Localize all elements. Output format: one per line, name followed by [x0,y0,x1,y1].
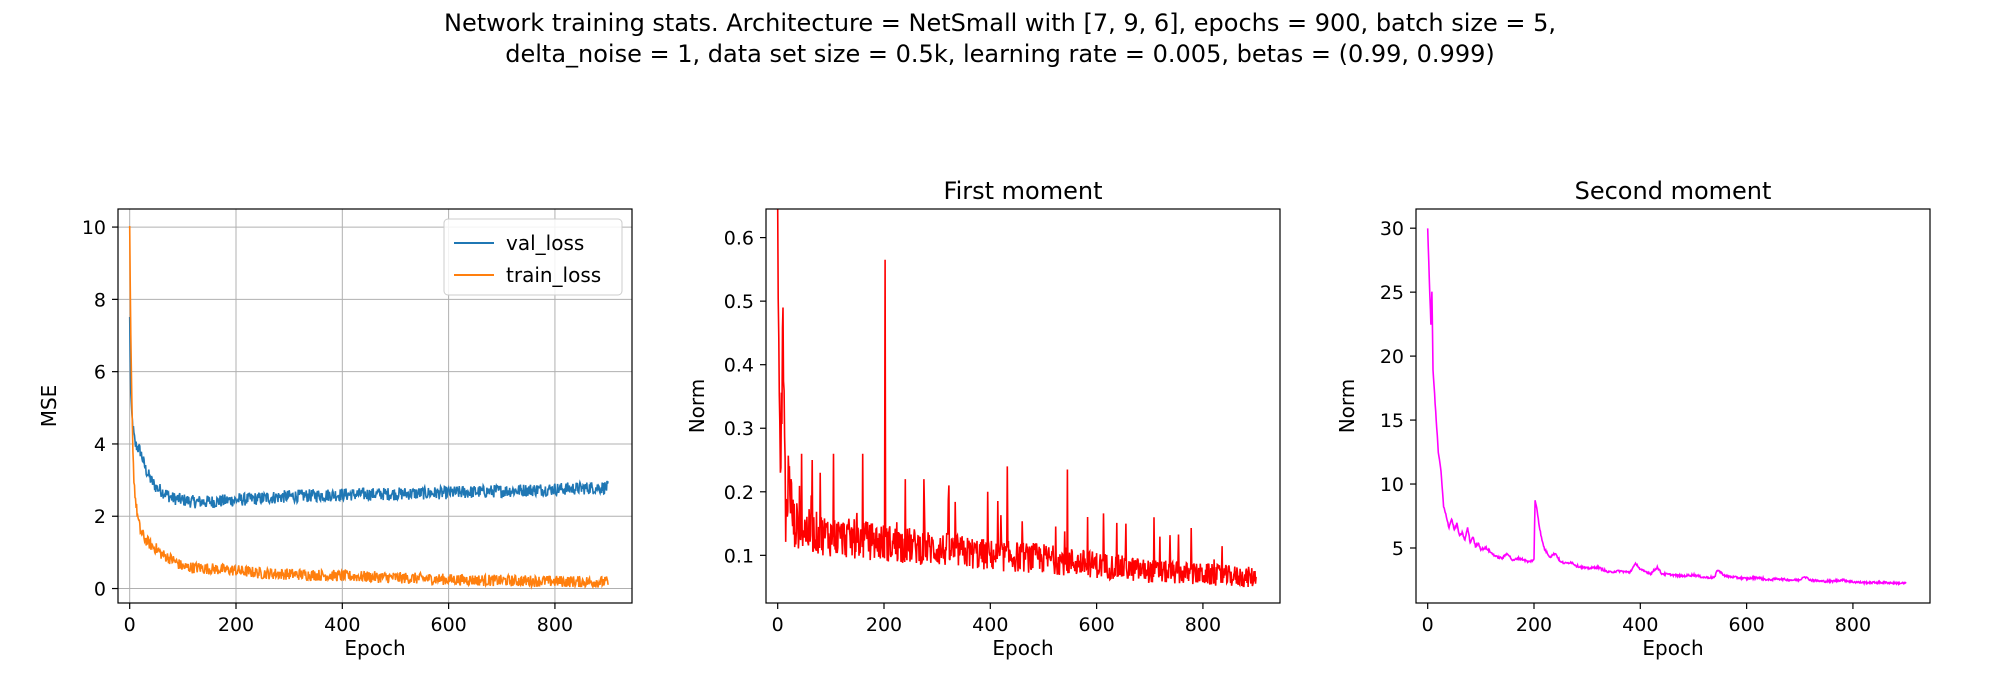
legend: val_loss train_loss [443,218,623,296]
y-tick-label: 0.6 [724,228,754,250]
series-line-train_loss [128,225,609,590]
y-tick-label: 0.2 [724,482,754,504]
y-tick-label: 0.5 [724,291,754,313]
x-tick-label: 600 [1078,614,1114,636]
x-tick-label: 200 [1516,614,1552,636]
y-tick-label: 15 [1380,410,1404,432]
y-tick-label: 2 [94,506,106,528]
series-line-val_loss [128,316,609,509]
x-tick-label: 600 [430,614,466,636]
y-tick-label: 0 [94,579,106,601]
chart-panel-3: 0 200 400 600 800 5 10 15 20 25 30 Epoch Norm Second … [1335,177,1931,660]
x-axis-label: Epoch [344,636,405,660]
chart-title: First moment [944,177,1103,205]
x-tick-label: 0 [1422,614,1434,636]
x-tick-label: 0 [124,614,136,636]
x-tick-label: 800 [1185,614,1221,636]
y-axis-label: MSE [37,385,61,428]
x-axis-label: Epoch [992,636,1053,660]
y-tick-label: 0.3 [724,418,754,440]
y-tick-label: 0.4 [724,355,754,377]
x-tick-label: 600 [1728,614,1764,636]
chart-panel-1: 0 200 400 600 800 0 2 4 6 8 10 Epoch MSE val_losstrai… [37,208,633,660]
y-tick-label: 4 [94,434,106,456]
y-axis-label: Norm [1335,379,1359,434]
y-tick-label: 30 [1380,218,1404,240]
x-tick-label: 200 [218,614,254,636]
x-tick-label: 0 [772,614,784,636]
suptitle-line-1: Network training stats. Architecture = N… [443,9,1556,37]
chart-title: Second moment [1575,177,1772,205]
x-tick-label: 800 [1835,614,1871,636]
legend-label: train_loss [506,263,601,287]
axes-frame [765,208,1281,604]
x-tick-label: 400 [1622,614,1658,636]
chart-panel-2: 0 200 400 600 800 0.1 0.2 0.3 0.4 0.5 0.6 Epoch Norm… [685,177,1281,660]
x-tick-label: 400 [324,614,360,636]
series-line-series-1 [1426,228,1907,587]
figure-suptitle: Network training stats. Architecture = N… [0,8,2000,70]
x-axis-label: Epoch [1642,636,1703,660]
suptitle-line-2: delta_noise = 1, data set size = 0.5k, l… [505,40,1495,68]
x-tick-label: 200 [866,614,902,636]
y-tick-label: 10 [82,217,106,239]
x-tick-label: 400 [972,614,1008,636]
y-tick-label: 10 [1380,474,1404,496]
y-tick-label: 8 [94,289,106,311]
y-tick-label: 6 [94,362,106,384]
y-axis-label: Norm [685,379,709,434]
y-tick-label: 5 [1392,538,1404,560]
axes-frame [117,208,633,604]
x-tick-label: 800 [537,614,573,636]
y-tick-label: 0.1 [724,545,754,567]
axes-frame [1415,208,1931,604]
legend-label: val_loss [506,231,584,255]
series-line-series-1 [776,209,1257,588]
y-tick-label: 25 [1380,282,1404,304]
y-tick-label: 20 [1380,346,1404,368]
